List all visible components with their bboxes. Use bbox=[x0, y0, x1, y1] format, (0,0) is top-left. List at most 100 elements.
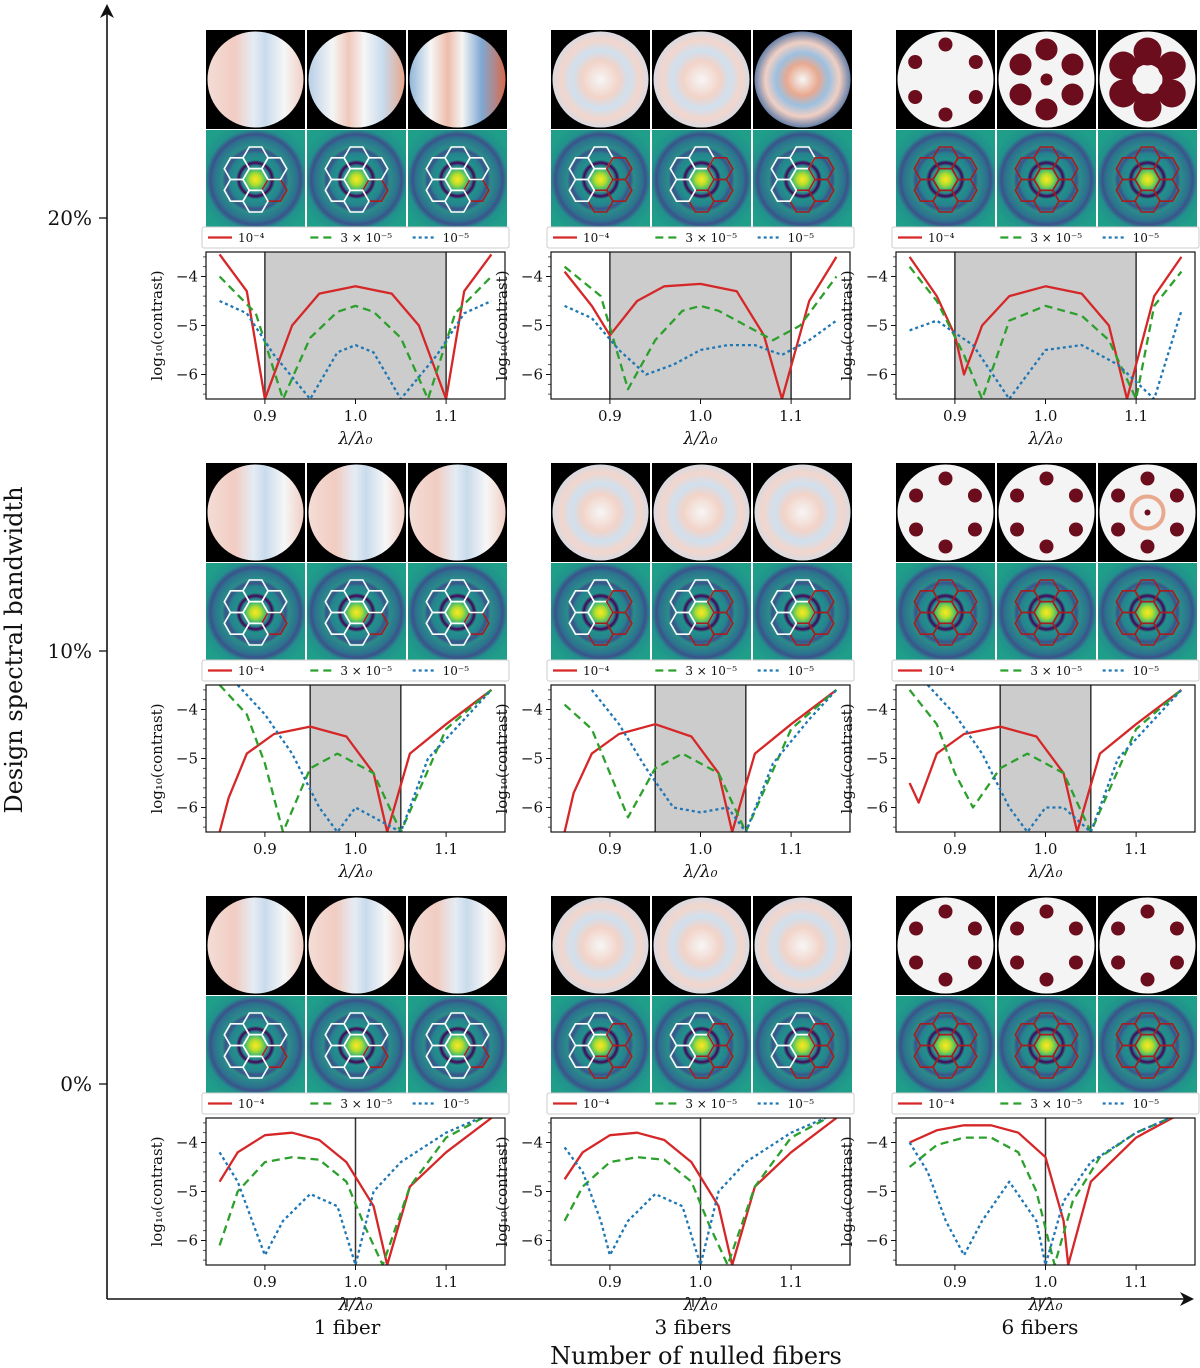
nulled-fiber-hex bbox=[950, 590, 978, 614]
plot-xlabel: λ/λ₀ bbox=[337, 862, 372, 882]
phase-blob bbox=[1169, 955, 1184, 970]
series-line bbox=[218, 688, 493, 832]
bandwidth-band bbox=[609, 252, 792, 399]
series-group bbox=[218, 685, 493, 832]
plot-ylabel: log₁₀(contrast) bbox=[493, 1136, 511, 1246]
y-tick-label: −6 bbox=[521, 799, 543, 817]
series-group bbox=[908, 256, 1183, 399]
x-tick-label: 1.0 bbox=[344, 1273, 368, 1291]
y-tick-label: −5 bbox=[521, 1183, 543, 1201]
y-tick-label: −6 bbox=[521, 1232, 543, 1250]
pupil-phase-map bbox=[897, 31, 994, 128]
x-tick-label: 1.1 bbox=[779, 840, 803, 858]
phase-blob bbox=[1035, 98, 1058, 121]
phase-blob bbox=[1140, 904, 1155, 919]
plot-ylabel: log₁₀(contrast) bbox=[148, 703, 166, 813]
focal-plane-psf bbox=[206, 996, 305, 1095]
legend-label: 3 × 10⁻⁵ bbox=[1030, 664, 1082, 678]
fiber-hex bbox=[260, 590, 288, 614]
bandwidth-band bbox=[1000, 685, 1091, 832]
y-tick-label: 20% bbox=[48, 206, 92, 230]
legend-label: 10⁻⁴ bbox=[583, 664, 610, 678]
pupil-phase-map bbox=[998, 897, 1095, 994]
phase-blob bbox=[1169, 921, 1184, 936]
phase-blob bbox=[1169, 522, 1184, 537]
phase-blob bbox=[967, 522, 982, 537]
x-tick-label: 1 fiber bbox=[314, 1315, 381, 1339]
phase-blob bbox=[909, 921, 924, 936]
phase-blob bbox=[1111, 955, 1126, 970]
pupil-phase-map bbox=[653, 464, 750, 561]
phase-blob bbox=[938, 471, 953, 486]
y-tick-label: −6 bbox=[176, 1232, 198, 1250]
y-tick-label: −4 bbox=[866, 268, 888, 286]
plot-ylabel: log₁₀(contrast) bbox=[148, 1136, 166, 1246]
legend-box bbox=[201, 659, 510, 682]
series-line bbox=[218, 275, 493, 399]
pupil-phase-map bbox=[653, 897, 750, 994]
y-tick-label: −5 bbox=[866, 750, 888, 768]
nulled-fiber-hex bbox=[706, 1023, 734, 1047]
phase-blob bbox=[1111, 488, 1126, 503]
x-tick-label: 1.0 bbox=[344, 840, 368, 858]
focal-plane-psf bbox=[307, 130, 406, 229]
series-line bbox=[908, 1118, 1173, 1265]
phase-blob bbox=[1061, 83, 1084, 106]
y-axis-title: Design spectral bandwidth bbox=[0, 486, 28, 813]
panel: 10⁻⁴ 3 × 10⁻⁵ 10⁻⁵ 0.9 1.0 1.1 −4 −5 −6 λ/λ₀ log₁₀… bbox=[493, 30, 855, 449]
legend-label: 10⁻⁵ bbox=[1133, 664, 1160, 678]
pupil-phase-map bbox=[998, 464, 1095, 561]
nulled-fiber-hex bbox=[1152, 590, 1180, 614]
nulled-fiber-hex bbox=[1051, 157, 1079, 181]
legend-label: 10⁻⁴ bbox=[583, 1097, 610, 1111]
legend-box bbox=[201, 226, 510, 249]
phase-blob bbox=[1039, 471, 1054, 486]
y-tick-label: −4 bbox=[521, 268, 543, 286]
series-line bbox=[909, 1118, 1175, 1265]
legend-label: 3 × 10⁻⁵ bbox=[685, 664, 737, 678]
series-line bbox=[563, 265, 838, 391]
legend-label: 10⁻⁵ bbox=[788, 1097, 815, 1111]
x-tick-label: 1.0 bbox=[689, 840, 713, 858]
plot-ylabel: log₁₀(contrast) bbox=[838, 270, 856, 380]
plot-xlabel: λ/λ₀ bbox=[337, 429, 372, 449]
x-tick-label: 0.9 bbox=[943, 1273, 967, 1291]
panel: 10⁻⁴ 3 × 10⁻⁵ 10⁻⁵ 0.9 1.0 1.1 −4 −5 −6 λ/λ₀ log₁₀… bbox=[838, 896, 1200, 1315]
phase-blob bbox=[908, 55, 923, 69]
phase-blob bbox=[1144, 509, 1151, 516]
legend-label: 10⁻⁵ bbox=[443, 231, 470, 245]
series-line bbox=[218, 1118, 485, 1265]
pupil-phase-map bbox=[409, 464, 506, 561]
phase-blob bbox=[1169, 488, 1184, 503]
focal-plane-psf bbox=[997, 130, 1096, 229]
pupil-phase-map bbox=[207, 31, 304, 128]
phase-blob bbox=[1009, 53, 1032, 76]
plot-xlabel: λ/λ₀ bbox=[682, 429, 717, 449]
nulled-fiber-hex bbox=[605, 157, 633, 181]
x-tick-label: 1.0 bbox=[689, 1273, 713, 1291]
plot-ylabel: log₁₀(contrast) bbox=[148, 270, 166, 380]
x-tick-label: 1.1 bbox=[779, 1273, 803, 1291]
series-group bbox=[563, 256, 838, 399]
series-line bbox=[219, 299, 492, 399]
panel-grid: 10⁻⁴ 3 × 10⁻⁵ 10⁻⁵ 0.9 1.0 1.1 −4 −5 −6 λ/λ₀ log₁₀… bbox=[148, 30, 1200, 1315]
nulled-fiber-hex bbox=[1152, 157, 1180, 181]
fiber-hex bbox=[361, 590, 389, 614]
y-tick-label: −5 bbox=[521, 750, 543, 768]
focal-plane-psf bbox=[551, 130, 650, 229]
pupil-phase-map bbox=[207, 464, 304, 561]
legend-box bbox=[546, 226, 855, 249]
phase-blob bbox=[1039, 539, 1054, 554]
pupil-phase-map bbox=[754, 31, 851, 128]
series-group bbox=[218, 253, 493, 399]
plot-xlabel: λ/λ₀ bbox=[1027, 862, 1062, 882]
phase-ring bbox=[1129, 494, 1166, 531]
y-tick-label: −5 bbox=[866, 1183, 888, 1201]
phase-blob bbox=[1068, 488, 1083, 503]
series-group bbox=[908, 1118, 1175, 1265]
phase-blob bbox=[1111, 522, 1126, 537]
pupil-phase-map bbox=[897, 464, 994, 561]
x-tick-label: 1.0 bbox=[689, 407, 713, 425]
phase-blob bbox=[1039, 904, 1054, 919]
